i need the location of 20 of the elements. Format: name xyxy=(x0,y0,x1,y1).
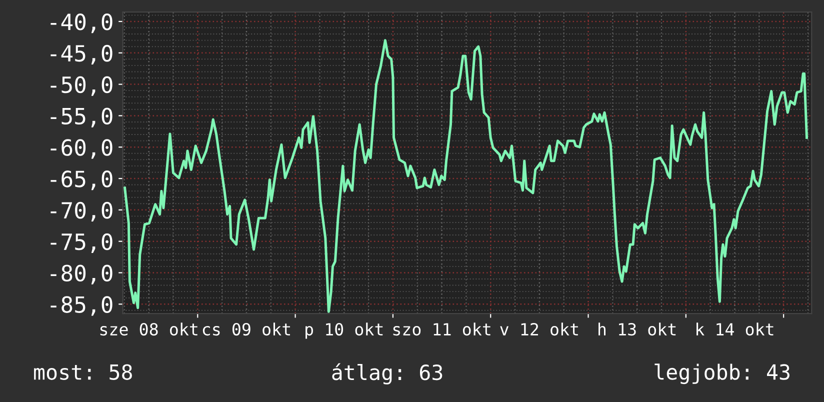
x-tick-label: k 14 okt xyxy=(696,322,774,336)
y-tick-label: -50,0 xyxy=(50,76,112,96)
y-tick-label: -60,0 xyxy=(50,139,112,159)
x-tick-label: v 12 okt xyxy=(500,322,578,336)
y-tick-label: -65,0 xyxy=(50,170,112,190)
y-tick-label: -55,0 xyxy=(50,108,112,128)
text: legjobb: 43 xyxy=(654,364,790,384)
y-tick-label: -75,0 xyxy=(50,233,112,253)
y-tick-label: -85,0 xyxy=(50,296,112,316)
y-tick-label: -70,0 xyxy=(50,202,112,222)
x-tick-label: szo 11 okt xyxy=(393,322,490,336)
y-tick-label: -80,0 xyxy=(50,264,112,284)
text: most: 58 xyxy=(34,364,132,380)
x-tick-label: sze 08 okt xyxy=(100,322,198,336)
x-tick-label: cs 09 okt xyxy=(202,322,290,336)
y-tick-label: -45,0 xyxy=(50,44,112,65)
y-tick-label: -40,0 xyxy=(50,13,112,34)
text: átlag: 63 xyxy=(332,363,442,384)
x-tick-label: h 13 okt xyxy=(598,322,676,336)
x-tick-label: p 10 okt xyxy=(306,322,383,339)
